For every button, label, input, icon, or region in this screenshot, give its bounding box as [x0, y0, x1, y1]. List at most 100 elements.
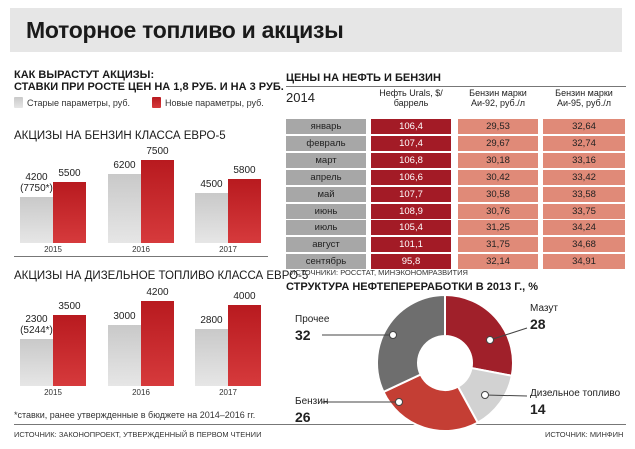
col-urals: Нефть Urals, $/баррель [379, 88, 443, 108]
diesel-label-old-2017: 2800 [200, 315, 223, 327]
pie-label-prochee: Прочее [295, 314, 330, 325]
petrol-year-2015: 2015 [44, 245, 62, 254]
diesel-bar-old-2015 [20, 339, 53, 386]
diesel-label-new-2015: 3500 [58, 301, 81, 313]
col-ai95: Бензин марки Аи-95, руб./л [555, 88, 613, 108]
pie-slice-3 [376, 293, 446, 394]
price-cell: 33,75 [543, 203, 625, 219]
pie-value-prochee: 32 [295, 327, 311, 343]
diesel-year-2017: 2017 [219, 388, 237, 397]
price-cell: 95,8 [371, 254, 451, 270]
price-cell: 105,4 [371, 220, 451, 236]
legend-new-label: Новые параметры, руб. [165, 98, 264, 108]
leader-diesel-dot [481, 391, 489, 399]
diesel-bar-old-2017 [195, 329, 228, 386]
pie-source: ИСТОЧНИК: МИНФИН [545, 430, 624, 439]
petrol-year-2017: 2017 [219, 245, 237, 254]
month-cell: июнь [286, 203, 366, 219]
price-cell: 107,7 [371, 186, 451, 202]
diesel-year-2015: 2015 [44, 388, 62, 397]
price-cell: 31,75 [458, 237, 538, 253]
excise-heading-line2: СТАВКИ ПРИ РОСТЕ ЦЕН НА 1,8 РУБ. И НА 3 … [14, 81, 284, 93]
price-cell: 33,58 [543, 186, 625, 202]
legend-old-label: Старые параметры, руб. [27, 98, 131, 108]
left-source: ИСТОЧНИК: ЗАКОНОПРОЕКТ, УТВЕРЖДЕННЫЙ В П… [14, 430, 262, 439]
petrol-label-new-2016: 7500 [146, 146, 169, 157]
price-cell: 34,68 [543, 237, 625, 253]
diesel-bar-old-2016 [108, 325, 141, 386]
price-cell: 29,67 [458, 135, 538, 151]
pie-title: СТРУКТУРА НЕФТЕПЕРЕРАБОТКИ В 2013 Г., % [286, 281, 539, 293]
table-source: ИСТОЧНИКИ: РОССТАТ, МИНЭКОНОМРАЗВИТИЯ [290, 268, 468, 277]
leader-diesel [484, 394, 528, 397]
diesel-bar-new-2016 [141, 301, 174, 386]
price-cell: 29,53 [458, 119, 538, 134]
page-title: Моторное топливо и акцизы [26, 17, 344, 43]
footnote: *ставки, ранее утвержденные в бюджете на… [14, 410, 256, 420]
petrol-label-old-2017: 4500 [200, 179, 223, 191]
price-cell: 108,9 [371, 203, 451, 219]
petrol-bar-old-2017 [195, 193, 228, 243]
month-cell: март [286, 152, 366, 168]
pie-label-benzin: Бензин [295, 396, 329, 407]
price-cell: 32,64 [543, 119, 625, 134]
petrol-label-old-2016: 6200 [113, 160, 136, 172]
divider-bottom [14, 424, 626, 425]
diesel-label-new-2016: 4200 [146, 287, 169, 298]
price-cell: 33,16 [543, 152, 625, 168]
price-cell: 30,58 [458, 186, 538, 202]
pie-slice-2 [382, 373, 480, 432]
petrol-label-new-2017: 5800 [233, 164, 256, 176]
title-band [10, 8, 622, 52]
table-year: 2014 [286, 90, 315, 105]
diesel-label-old-2016: 3000 [113, 311, 136, 323]
petrol-bar-new-2017 [228, 178, 261, 243]
petrol-bar-new-2016 [141, 160, 174, 243]
price-cell: 107,4 [371, 135, 451, 151]
legend-new-swatch [152, 97, 161, 108]
leader-mazut [489, 327, 528, 341]
petrol-excise-chart: 4200 (7750*) 5500 2015 6200 7500 2016 4500 5800 2… [0, 0, 270, 449]
pie-label-mazut: Мазут [530, 303, 558, 314]
pie-label-diesel: Дизельное топливо [530, 388, 621, 399]
price-cell: 101,1 [371, 237, 451, 253]
month-cell: январь [286, 119, 366, 134]
month-cell: май [286, 186, 366, 202]
legend-old-swatch [14, 97, 23, 108]
month-cell: август [286, 237, 366, 253]
price-cell: 30,76 [458, 203, 538, 219]
col-ai92: Бензин марки Аи-92, руб./л [469, 88, 527, 108]
leader-prochee-dot [389, 331, 397, 339]
price-cell: 32,74 [543, 135, 625, 151]
leader-mazut-dot [486, 336, 494, 344]
diesel-label-new-2017: 4000 [233, 291, 256, 303]
petrol-label-old-2015: 4200 [25, 171, 48, 183]
diesel-sublabel-old-2015: (5244*) [20, 325, 53, 337]
leader-benzin-dot [395, 398, 403, 406]
pie-value-diesel: 14 [530, 401, 546, 417]
price-cell: 106,4 [371, 119, 451, 134]
petrol-bar-old-2016 [108, 174, 141, 243]
month-cell: апрель [286, 169, 366, 185]
pie-value-benzin: 26 [295, 409, 311, 425]
petrol-bar-new-2015 [53, 182, 86, 243]
price-cell: 34,91 [543, 254, 625, 270]
pie-slice-0 [444, 293, 514, 377]
excise-heading-line1: КАК ВЫРАСТУТ АКЦИЗЫ: [14, 69, 155, 81]
price-cell: 31,25 [458, 220, 538, 236]
diesel-year-2016: 2016 [132, 388, 150, 397]
petrol-sublabel-old-2015: (7750*) [20, 182, 53, 194]
diesel-bar-new-2015 [53, 315, 86, 386]
divider-1 [14, 256, 268, 257]
petrol-label-new-2015: 5500 [58, 168, 81, 180]
petrol-year-2016: 2016 [132, 245, 150, 254]
month-cell: февраль [286, 135, 366, 151]
table-title: ЦЕНЫ НА НЕФТЬ И БЕНЗИН [286, 72, 441, 84]
pie-value-mazut: 28 [530, 316, 546, 332]
diesel-label-old-2015: 2300 [25, 314, 48, 326]
month-cell: сентябрь [286, 254, 366, 270]
diesel-chart-title: АКЦИЗЫ НА ДИЗЕЛЬНОЕ ТОПЛИВО КЛАССА ЕВРО-… [14, 270, 309, 282]
price-cell: 106,8 [371, 152, 451, 168]
petrol-chart-title: АКЦИЗЫ НА БЕНЗИН КЛАССА ЕВРО-5 [14, 130, 226, 142]
